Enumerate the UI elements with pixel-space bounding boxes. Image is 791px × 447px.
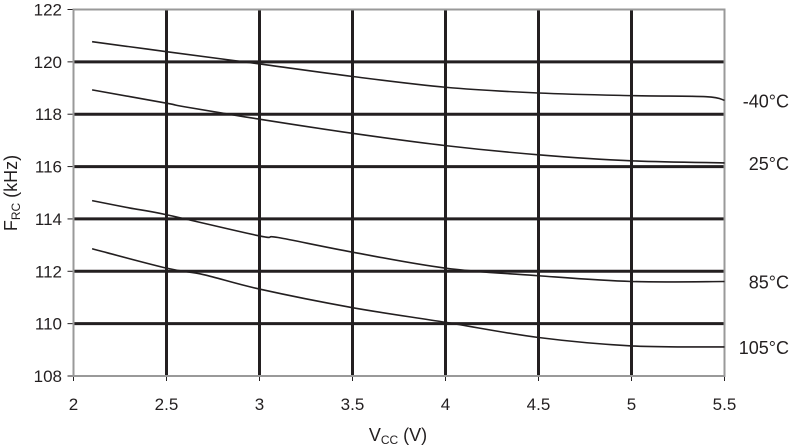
y-tick-label: 122 — [34, 1, 62, 20]
x-tick-label: 4 — [441, 395, 450, 414]
series-line — [91, 247, 725, 348]
x-axis-label: VCC (V) — [369, 425, 427, 447]
series-label: 25°C — [749, 154, 789, 174]
x-tick-label: 2.5 — [155, 395, 179, 414]
x-tick-label: 5.5 — [713, 395, 737, 414]
series-label: 85°C — [749, 272, 789, 292]
plot-frame — [72, 8, 726, 377]
x-tick-label: 5 — [627, 395, 636, 414]
series-line — [91, 40, 725, 102]
y-tick-label: 110 — [35, 315, 62, 334]
y-tick-label: 108 — [34, 367, 62, 386]
x-tick-label: 4.5 — [527, 395, 551, 414]
y-tick-label: 114 — [35, 210, 62, 229]
series-line — [91, 199, 725, 283]
series-label: 105°C — [739, 338, 789, 358]
x-tick-label: 3.5 — [341, 395, 365, 414]
grid — [67, 8, 726, 381]
x-tick-label: 2 — [69, 395, 78, 414]
series-line — [91, 89, 725, 164]
tick-labels: 2 2.5 3 3.5 4 4.5 5 5.5 108 110 112 114 116 118 120 122 — [34, 1, 737, 415]
series-label: -40°C — [743, 91, 789, 111]
series-labels: -40°C 25°C 85°C 105°C — [739, 91, 789, 358]
y-tick-label: 118 — [35, 105, 62, 124]
y-tick-label: 116 — [35, 158, 62, 177]
x-tick-label: 3 — [255, 395, 264, 414]
y-tick-label: 120 — [34, 53, 62, 72]
y-axis-label: FRC (kHz) — [1, 155, 23, 231]
y-tick-label: 112 — [35, 262, 62, 281]
series-lines — [91, 40, 725, 348]
